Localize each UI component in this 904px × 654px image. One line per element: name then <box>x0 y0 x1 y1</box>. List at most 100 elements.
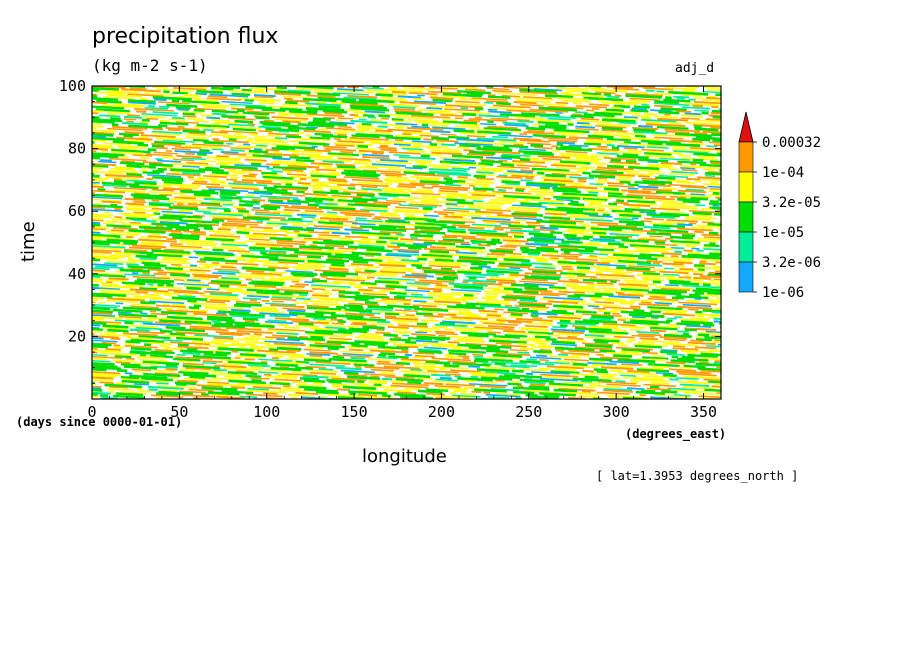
precip-streak <box>351 222 376 226</box>
precip-streak <box>662 273 680 277</box>
precip-streak <box>461 237 487 241</box>
precip-streak <box>533 228 555 232</box>
precip-streak <box>541 254 579 259</box>
precip-streak <box>616 266 651 271</box>
precip-streak <box>562 299 587 303</box>
precip-streak <box>289 285 305 288</box>
precip-streak <box>410 219 425 222</box>
precip-streak <box>512 204 547 208</box>
precip-streak <box>263 203 289 207</box>
precip-streak <box>623 203 651 208</box>
precip-streak <box>362 169 401 173</box>
precip-streak <box>395 116 434 120</box>
precip-streak <box>473 187 495 191</box>
precip-streak <box>274 90 311 95</box>
precip-streak <box>640 220 653 223</box>
precip-streak <box>600 251 634 255</box>
precip-streak <box>237 382 274 387</box>
precip-streak <box>164 248 185 252</box>
precip-streak <box>710 162 721 165</box>
precip-streak <box>328 380 342 384</box>
precip-streak <box>386 252 420 256</box>
precip-streak <box>497 92 538 96</box>
precip-streak <box>632 114 651 118</box>
precip-streak <box>211 218 225 222</box>
precip-streak <box>630 401 641 402</box>
precip-streak <box>328 171 340 174</box>
precip-streak <box>187 348 198 351</box>
precip-streak <box>486 269 519 274</box>
precip-streak <box>337 157 371 161</box>
precip-streak <box>305 106 345 112</box>
precip-streak <box>184 314 197 317</box>
precip-streak <box>486 242 497 246</box>
precip-streak <box>164 334 203 339</box>
precip-streak <box>408 284 428 288</box>
precip-streak <box>347 398 349 399</box>
precip-streak <box>428 294 454 298</box>
precip-streak <box>282 265 321 270</box>
precip-streak <box>691 226 713 230</box>
precip-streak <box>452 394 481 398</box>
precip-streak <box>575 326 612 332</box>
precip-streak <box>171 171 180 174</box>
precip-streak <box>392 120 411 123</box>
precip-streak <box>562 282 579 286</box>
precip-streak <box>712 116 721 119</box>
precip-streak <box>287 126 316 131</box>
precip-streak <box>609 161 640 165</box>
precip-streak <box>370 70 391 71</box>
precip-streak <box>438 401 452 402</box>
precip-streak <box>188 256 199 259</box>
precip-streak <box>282 246 323 251</box>
precip-streak <box>295 383 323 387</box>
precip-streak <box>567 335 577 339</box>
precip-streak <box>212 377 248 381</box>
precip-streak <box>314 79 324 80</box>
precip-streak <box>638 303 670 307</box>
precip-streak <box>542 425 551 426</box>
precip-streak <box>114 54 141 56</box>
precip-streak <box>435 378 459 382</box>
precip-streak <box>253 333 262 336</box>
precip-streak <box>589 317 612 321</box>
precip-streak <box>618 245 629 249</box>
precip-streak <box>259 63 292 65</box>
precip-streak <box>559 319 571 323</box>
precip-streak <box>217 310 250 315</box>
precip-streak <box>460 392 476 396</box>
precip-streak <box>241 88 252 92</box>
precip-streak <box>354 336 385 340</box>
precip-streak <box>108 74 124 75</box>
precip-streak <box>643 112 658 116</box>
precip-streak <box>647 297 679 302</box>
precip-streak <box>194 334 234 339</box>
precip-streak <box>173 87 206 91</box>
precip-streak <box>385 283 403 287</box>
precip-streak <box>326 258 350 263</box>
precip-streak <box>629 305 641 308</box>
precip-streak <box>324 112 343 116</box>
precip-streak <box>307 231 330 234</box>
precip-streak <box>261 108 286 113</box>
precip-streak <box>171 263 182 266</box>
precip-streak <box>236 256 246 259</box>
precip-streak <box>92 250 112 254</box>
precip-streak <box>99 352 137 357</box>
precip-streak <box>637 263 662 267</box>
precip-streak <box>480 312 505 316</box>
precip-streak <box>366 88 389 93</box>
precip-streak <box>584 334 605 338</box>
precip-streak <box>132 275 171 280</box>
precip-streak <box>592 238 616 242</box>
precip-streak <box>527 129 545 133</box>
precip-streak <box>311 284 351 289</box>
precip-streak <box>124 343 135 346</box>
precip-streak <box>431 380 459 384</box>
precip-streak <box>715 270 721 273</box>
precip-streak <box>470 128 506 132</box>
precip-streak <box>507 170 533 174</box>
precip-streak <box>184 133 212 137</box>
precip-streak <box>186 161 209 165</box>
precip-streak <box>410 233 433 238</box>
